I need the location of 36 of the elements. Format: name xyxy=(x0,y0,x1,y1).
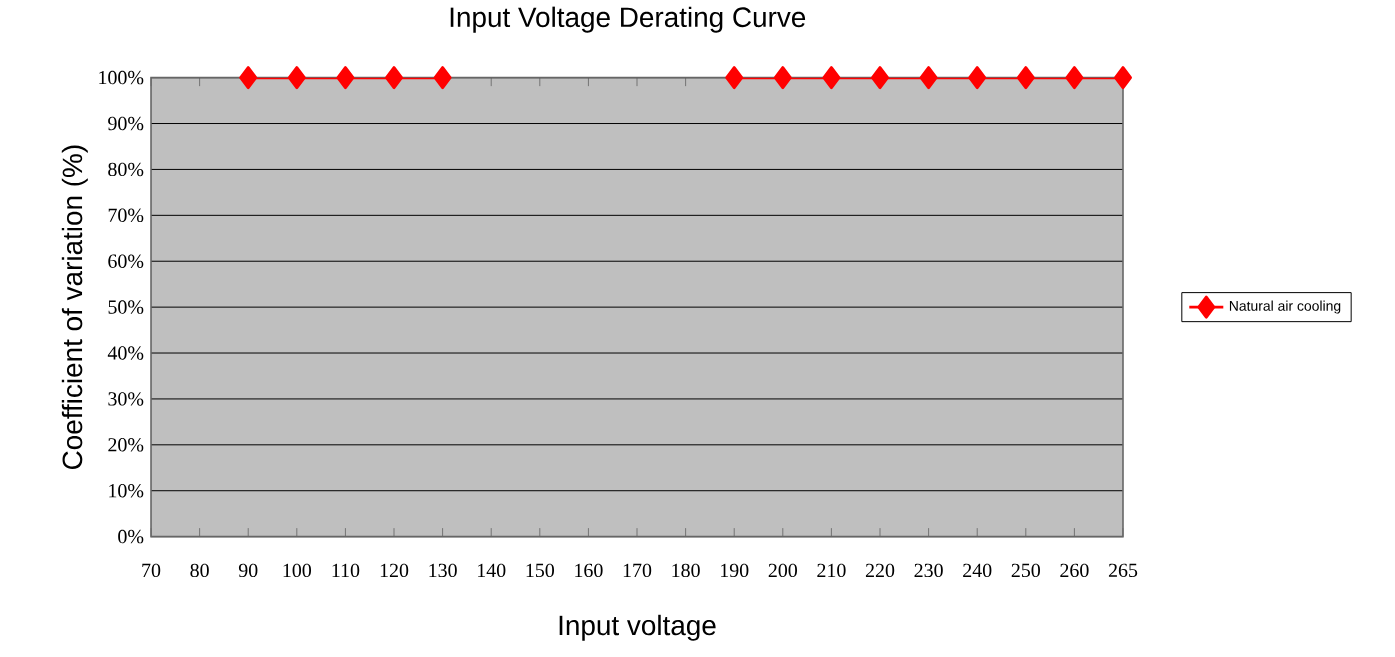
y-tick-label: 0% xyxy=(118,530,144,544)
x-tick-label: 210 xyxy=(817,563,846,578)
legend-label: Natural air cooling xyxy=(1229,300,1341,314)
x-tick-label: 180 xyxy=(672,563,700,578)
x-tick-label: 140 xyxy=(478,563,506,578)
y-tick-label: 50% xyxy=(108,300,144,315)
x-tick-label: 250 xyxy=(1011,563,1040,578)
y-tick-label: 80% xyxy=(108,162,144,177)
x-tick-label: 100 xyxy=(283,563,312,578)
y-tick-label: 90% xyxy=(108,116,144,131)
y-axis-title: Coefficient of variation (%) xyxy=(61,145,88,470)
y-tick-label: 40% xyxy=(107,346,144,360)
x-tick-label: 70 xyxy=(142,563,161,578)
x-axis-title: Input voltage xyxy=(559,614,716,641)
x-tick-label: 110 xyxy=(332,563,360,578)
x-tick-label: 240 xyxy=(963,563,992,578)
x-tick-label: 190 xyxy=(721,563,749,578)
x-tick-label: 265 xyxy=(1108,563,1138,578)
y-tick-label: 10% xyxy=(109,484,144,498)
x-tick-label: 170 xyxy=(623,563,652,578)
y-tick-label: 30% xyxy=(108,392,144,406)
y-tick-label: 70% xyxy=(108,208,144,223)
y-tick-label: 20% xyxy=(108,438,144,452)
x-tick-label: 150 xyxy=(526,563,555,578)
y-tick-label: 100% xyxy=(99,71,144,85)
x-tick-label: 200 xyxy=(768,563,798,578)
chart-title: Input Voltage Derating Curve xyxy=(450,6,806,33)
x-tick-label: 90 xyxy=(238,563,258,578)
x-tick-label: 260 xyxy=(1060,563,1089,578)
x-tick-label: 230 xyxy=(914,563,943,578)
y-tick-label: 60% xyxy=(108,254,144,269)
x-tick-label: 130 xyxy=(429,563,457,578)
x-tick-label: 80 xyxy=(190,563,209,578)
x-tick-label: 120 xyxy=(380,563,409,578)
x-tick-label: 160 xyxy=(575,563,603,578)
x-tick-label: 220 xyxy=(865,563,895,578)
